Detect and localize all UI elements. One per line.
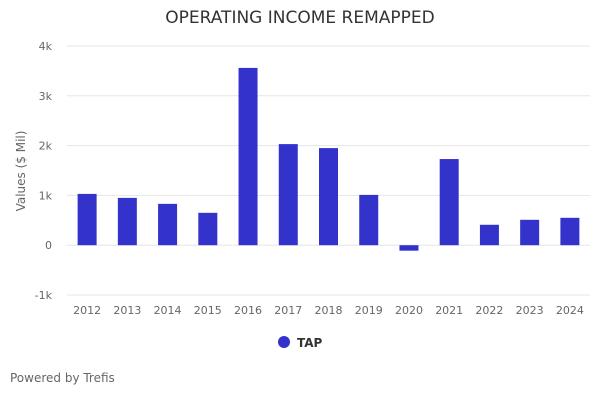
bar-2015 — [198, 212, 218, 246]
chart-title: OPERATING INCOME REMAPPED — [165, 8, 435, 28]
legend-marker — [278, 336, 290, 348]
y-tick-label: 1k — [39, 189, 53, 202]
legend-label: TAP — [297, 336, 323, 350]
bar-2019 — [359, 194, 379, 246]
x-tick-label: 2023 — [516, 304, 544, 317]
y-tick-label: -1k — [35, 289, 53, 302]
x-tick-label: 2019 — [355, 304, 383, 317]
x-tick-label: 2014 — [154, 304, 182, 317]
bar-2018 — [319, 148, 338, 246]
x-tick-label: 2024 — [556, 304, 584, 317]
x-tick-label: 2016 — [234, 304, 262, 317]
bar-2023 — [520, 219, 540, 246]
bar-2016 — [238, 67, 258, 246]
y-tick-label: 4k — [39, 40, 53, 53]
x-tick-label: 2018 — [315, 304, 343, 317]
y-tick-label: 3k — [39, 90, 53, 103]
x-tick-label: 2013 — [113, 304, 141, 317]
x-tick-label: 2022 — [475, 304, 503, 317]
bar-2024 — [560, 217, 580, 246]
x-tick-label: 2020 — [395, 304, 423, 317]
y-tick-label: 2k — [39, 140, 53, 153]
bar-2017 — [278, 144, 298, 246]
x-tick-label: 2015 — [194, 304, 222, 317]
x-tick-label: 2021 — [435, 304, 463, 317]
bar-2022 — [479, 224, 499, 246]
bar-2012 — [77, 193, 97, 246]
y-axis-label: Values ($ Mil) — [14, 131, 28, 212]
bar-2014 — [158, 203, 178, 246]
credit-text: Powered by Trefis — [10, 371, 115, 385]
bar-2021 — [439, 159, 459, 246]
x-tick-label: 2017 — [274, 304, 302, 317]
bar-2020 — [399, 245, 419, 251]
x-tick-label: 2012 — [73, 304, 101, 317]
bar-2013 — [117, 197, 137, 246]
y-tick-label: 0 — [45, 239, 52, 252]
